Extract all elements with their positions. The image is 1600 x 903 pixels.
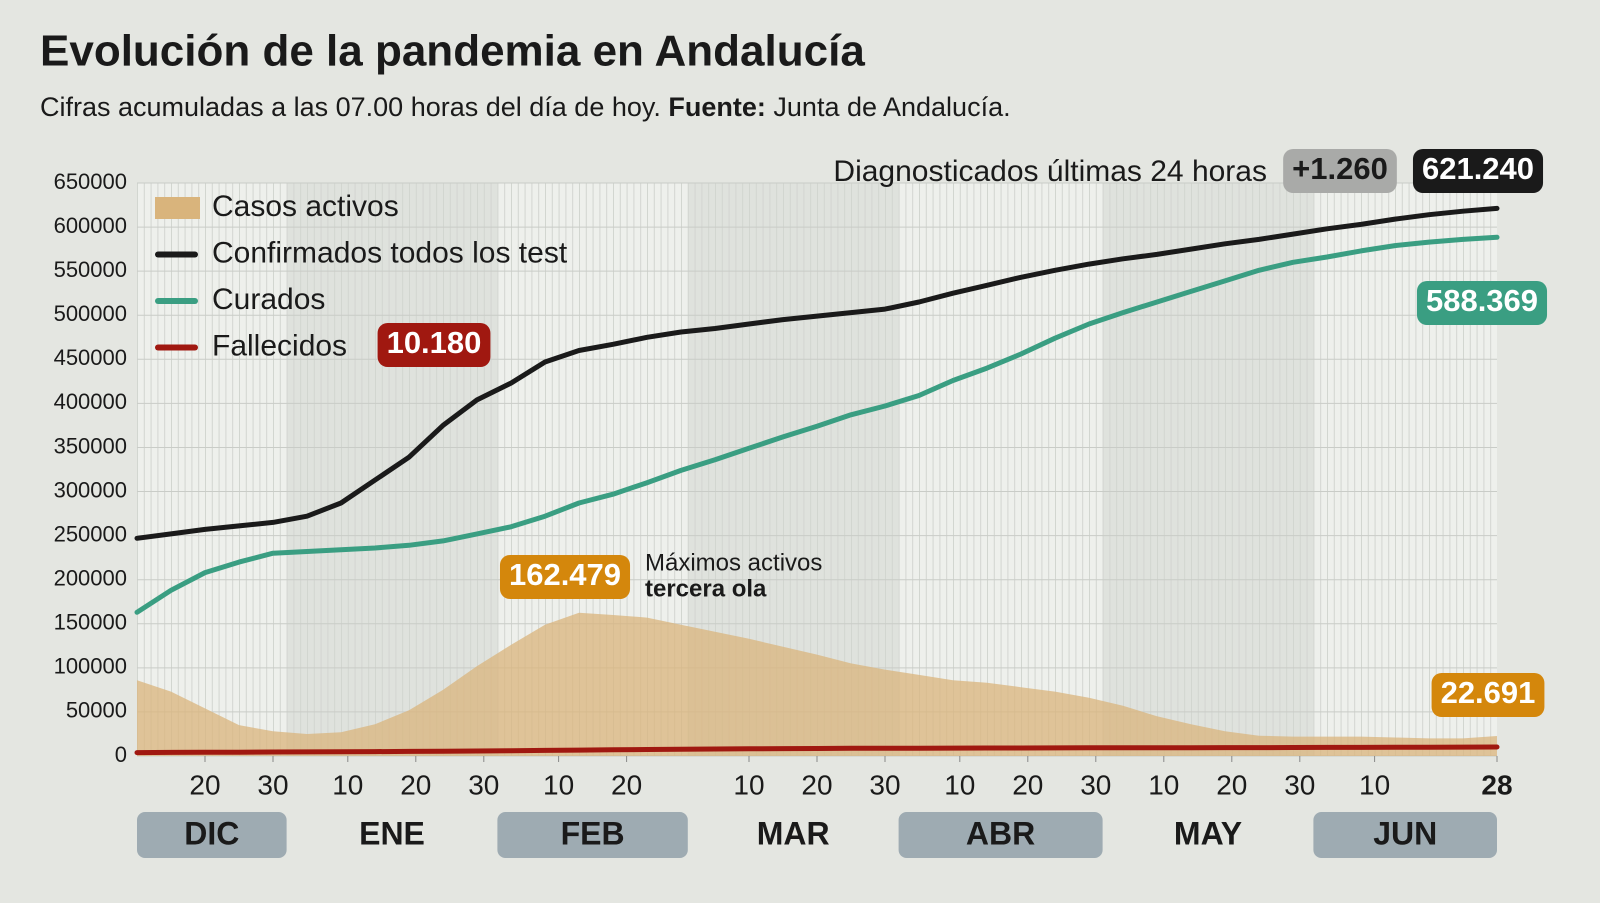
- month-box: [898, 812, 1103, 858]
- area: [137, 612, 1497, 756]
- value-label-box: [499, 555, 631, 599]
- x-tick-label: 10: [944, 769, 975, 800]
- month-box: [497, 812, 688, 858]
- legend-label: Fallecidos: [212, 329, 347, 362]
- daily-label-box: [1283, 149, 1397, 193]
- daily-label: +1.260: [1283, 149, 1397, 193]
- legend-label: Curados: [212, 283, 325, 316]
- x-tick-label: 10: [1148, 769, 1179, 800]
- value-label-box: [1412, 149, 1544, 193]
- line: [134, 234, 1500, 615]
- y-tick-label: 100000: [54, 654, 127, 679]
- x-tick-label: 30: [869, 769, 900, 800]
- y-tick-label: 200000: [54, 566, 127, 591]
- value-label-text: 588.369: [1426, 283, 1538, 318]
- value-label: 621.240: [1412, 149, 1544, 193]
- value-label-text: 162.479: [509, 557, 621, 592]
- source-label: Fuente:: [668, 92, 766, 122]
- value-label: 588.369: [1416, 281, 1548, 325]
- x-tick-label: 20: [189, 769, 220, 800]
- y-tick-label: 50000: [66, 698, 127, 723]
- x-tick-label: 30: [1080, 769, 1111, 800]
- source: Junta de Andalucía.: [773, 92, 1010, 122]
- value-label-text: 10.180: [387, 325, 482, 360]
- chart-title: Evolución de la pandemia en Andalucía: [40, 27, 865, 76]
- value-label: 10.180: [377, 323, 491, 367]
- daily-label-text: +1.260: [1292, 151, 1388, 186]
- x-tick-label: 10: [1359, 769, 1390, 800]
- y-tick-label: 300000: [54, 477, 127, 502]
- y-tick-label: 450000: [54, 345, 127, 370]
- x-tick-label: 30: [1284, 769, 1315, 800]
- value-label-box: [377, 323, 491, 367]
- y-tick-label: 550000: [54, 257, 127, 282]
- month-box: [1313, 812, 1497, 858]
- value-label-text: 621.240: [1422, 151, 1534, 186]
- y-tick-label: 600000: [54, 213, 127, 238]
- y-tick-label: 400000: [54, 389, 127, 414]
- value-label: 22.691: [1431, 673, 1545, 717]
- y-tick-label: 650000: [54, 169, 127, 194]
- legend-label: Casos activos: [212, 190, 399, 223]
- x-tick-label: 30: [257, 769, 288, 800]
- x-tick-label: 10: [332, 769, 363, 800]
- y-tick-label: 150000: [54, 610, 127, 635]
- y-tick-label: 0: [115, 742, 127, 767]
- annotation: Máximos activos: [645, 549, 822, 576]
- y-tick-label: 250000: [54, 521, 127, 546]
- line: [134, 205, 1500, 541]
- x-tick-label: 20: [1216, 769, 1247, 800]
- month-box: [137, 812, 287, 858]
- month-label: JUN: [1373, 815, 1437, 851]
- annotation: tercera ola: [645, 575, 767, 602]
- value-label-box: [1416, 281, 1548, 325]
- x-tick-label: 20: [1012, 769, 1043, 800]
- x-tick-label: 30: [468, 769, 499, 800]
- legend-label: Confirmados todos los test: [212, 236, 568, 269]
- annotation: Diagnosticados últimas 24 horas: [833, 155, 1267, 188]
- month-label: FEB: [561, 815, 625, 851]
- x-tick-label: 20: [400, 769, 431, 800]
- x-tick-label: 10: [543, 769, 574, 800]
- month-label: MAY: [1174, 815, 1242, 851]
- value-label: 162.479: [499, 555, 631, 599]
- value-label-box: [1431, 673, 1545, 717]
- x-tick-label: 28: [1481, 769, 1512, 800]
- subtitle: Cifras acumuladas a las 07.00 horas del …: [40, 92, 661, 122]
- legend-swatch: [155, 197, 200, 219]
- x-tick-label: 10: [733, 769, 764, 800]
- chart-subtitle: Cifras acumuladas a las 07.00 horas del …: [40, 92, 1011, 122]
- value-label-text: 22.691: [1441, 675, 1536, 710]
- month-label: DIC: [184, 815, 239, 851]
- month-label: MAR: [757, 815, 830, 851]
- x-tick-label: 20: [611, 769, 642, 800]
- x-tick-label: 20: [801, 769, 832, 800]
- line: [134, 744, 1500, 756]
- y-tick-label: 350000: [54, 433, 127, 458]
- y-tick-label: 500000: [54, 301, 127, 326]
- month-label: ABR: [966, 815, 1035, 851]
- month-label: ENE: [359, 815, 425, 851]
